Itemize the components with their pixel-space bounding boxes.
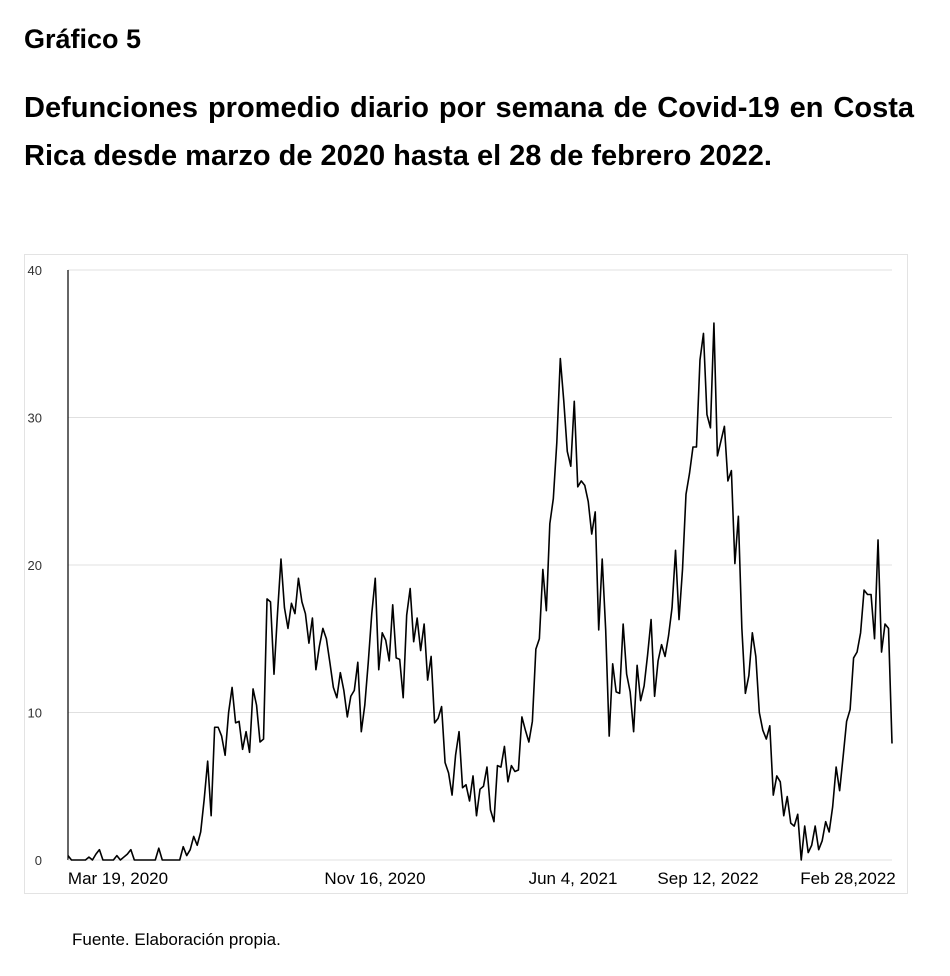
y-tick-label: 10 [28, 706, 42, 721]
x-tick-label: Nov 16, 2020 [324, 869, 425, 888]
y-tick-label: 0 [35, 853, 42, 868]
x-tick-label: Jun 4, 2021 [529, 869, 618, 888]
figure-label: Gráfico 5 [24, 24, 142, 54]
x-tick-label: Sep 12, 2022 [657, 869, 758, 888]
x-tick-label: Feb 28,2022 [800, 869, 895, 888]
y-tick-label: 40 [28, 263, 42, 278]
y-tick-label: 20 [28, 558, 42, 573]
series-line-0 [67, 322, 893, 861]
chart-title: Defunciones promedio diario por semana d… [24, 92, 914, 172]
x-tick-label: Mar 19, 2020 [68, 869, 168, 888]
y-tick-label: 30 [28, 411, 42, 426]
chart-frame [24, 254, 908, 894]
source-note: Fuente. Elaboración propia. [72, 930, 281, 949]
